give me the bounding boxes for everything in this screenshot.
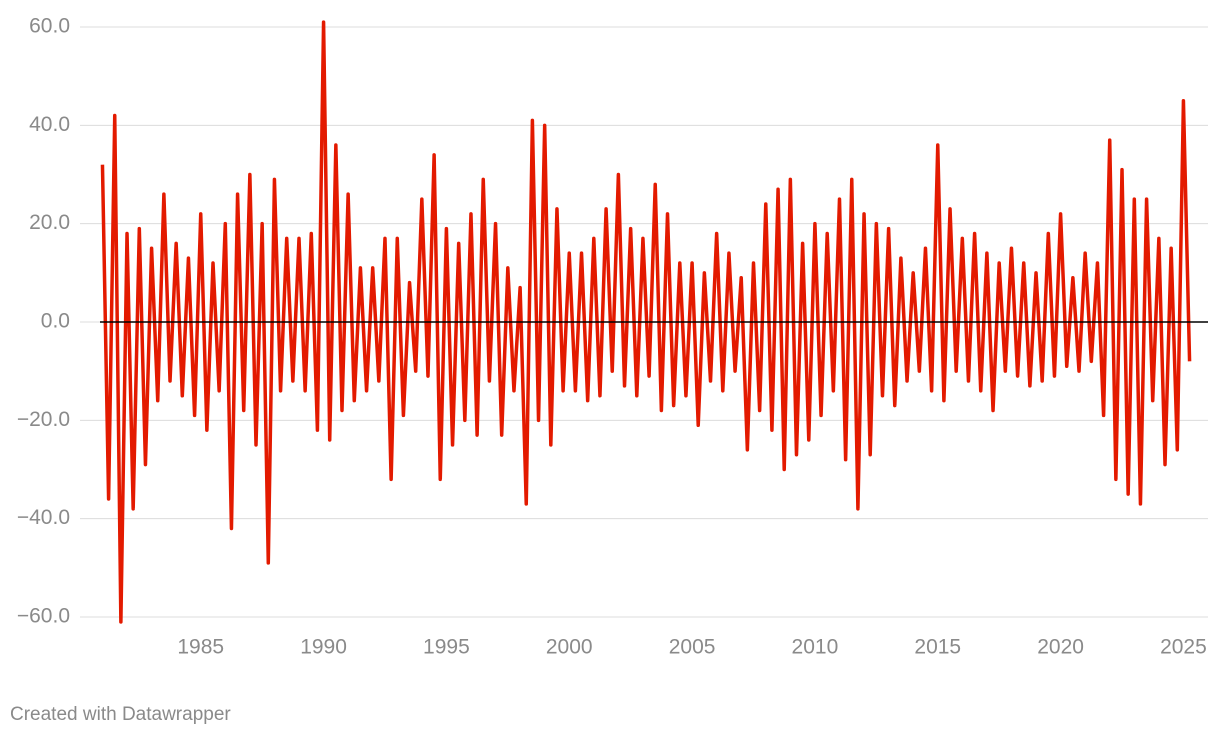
plot bbox=[100, 20, 1192, 624]
x-tick-label: 2015 bbox=[914, 636, 961, 659]
y-tick-label: 40.0 bbox=[29, 113, 70, 136]
axes: −60.0 −40.0 −20.0 0.0 20.0 40.0 60.0 1985 1990 19… bbox=[17, 15, 1208, 659]
x-tick-label: 2025 bbox=[1160, 636, 1207, 659]
y-tick-label: 20.0 bbox=[29, 211, 70, 234]
x-tick-label: 2020 bbox=[1037, 636, 1084, 659]
credit: Created with Datawrapper bbox=[10, 704, 231, 725]
y-tick-label: −40.0 bbox=[17, 506, 70, 529]
y-tick-label: 0.0 bbox=[41, 310, 70, 333]
x-tick-label: 1995 bbox=[423, 636, 470, 659]
x-tick-label: 2010 bbox=[792, 636, 839, 659]
x-tick-label: 2000 bbox=[546, 636, 593, 659]
y-tick-label: −60.0 bbox=[17, 605, 70, 628]
y-tick-label: 60.0 bbox=[29, 15, 70, 38]
x-tick-label: 1985 bbox=[177, 636, 224, 659]
x-tick-label: 1990 bbox=[300, 636, 347, 659]
x-tick-label: 2005 bbox=[669, 636, 716, 659]
data-line bbox=[100, 20, 1192, 624]
y-tick-label: −20.0 bbox=[17, 408, 70, 431]
